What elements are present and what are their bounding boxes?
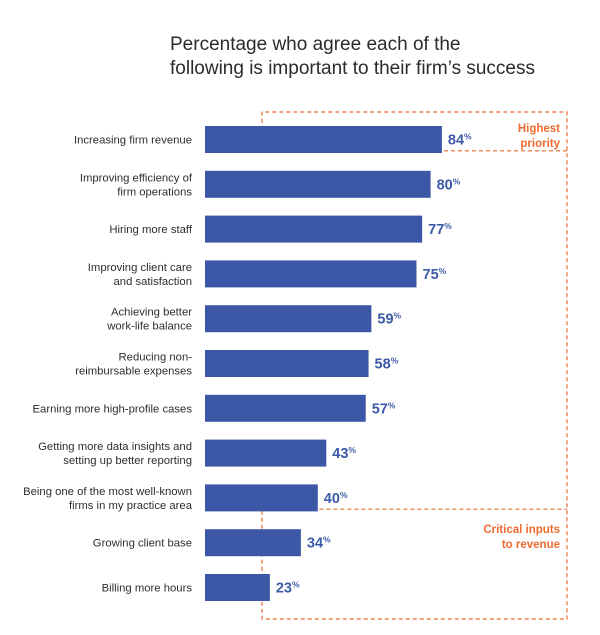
annotation-layer: Highest priority Critical inputs to revenue [261,111,568,620]
annotation-box-critical [261,111,568,620]
bar-7 [205,439,327,467]
value-label-5: 58% [375,356,399,373]
value-label-10: 23% [276,580,300,597]
category-label-10: Billing more hours [102,583,193,595]
value-label-8: 40% [324,490,348,507]
value-label-0: 84% [448,132,472,149]
category-label-1: Improving efficiency of firm operations [80,172,193,198]
bar-6 [205,394,366,422]
value-label-4: 59% [377,311,401,328]
bar-2 [205,215,423,243]
bar-5 [205,350,369,377]
category-label-2: Hiring more staff [109,224,193,236]
bars-layer [205,126,442,601]
chart-title: Percentage who agree each of the followi… [170,33,590,81]
category-label-8: Being one of the most well-known firms in… [23,486,193,512]
labels-layer: Increasing firm revenue 84% Improving effi… [23,132,472,597]
chart-title-line-2: following is important to their firm’s s… [170,58,535,79]
bar-0 [205,126,442,153]
value-label-3: 75% [423,266,447,283]
category-label-9: Growing client base [93,538,192,550]
value-label-2: 77% [428,221,452,238]
category-label-4: Achieving better work-life balance [106,307,192,333]
bar-3 [205,260,417,288]
category-label-6: Earning more high-profile cases [33,403,193,415]
value-label-6: 57% [372,400,396,417]
category-label-0: Increasing firm revenue [74,135,192,147]
bar-1 [205,170,431,198]
value-label-1: 80% [437,176,461,193]
annotation-label-highest: Highest priority [518,123,561,150]
value-label-9: 34% [307,535,331,552]
category-label-5: Reducing non-reimbursable expenses [75,352,192,378]
category-label-3: Improving client care and satisfaction [88,262,192,288]
bar-10 [205,574,270,601]
bar-9 [205,529,301,557]
value-label-7: 43% [332,445,356,462]
bar-4 [205,305,372,333]
category-label-7: Getting more data insights and setting up… [38,441,192,467]
bar-8 [205,484,318,512]
chart-title-line-1: Percentage who agree each of the [170,34,461,55]
annotation-label-critical: Critical inputs to revenue [483,524,560,551]
